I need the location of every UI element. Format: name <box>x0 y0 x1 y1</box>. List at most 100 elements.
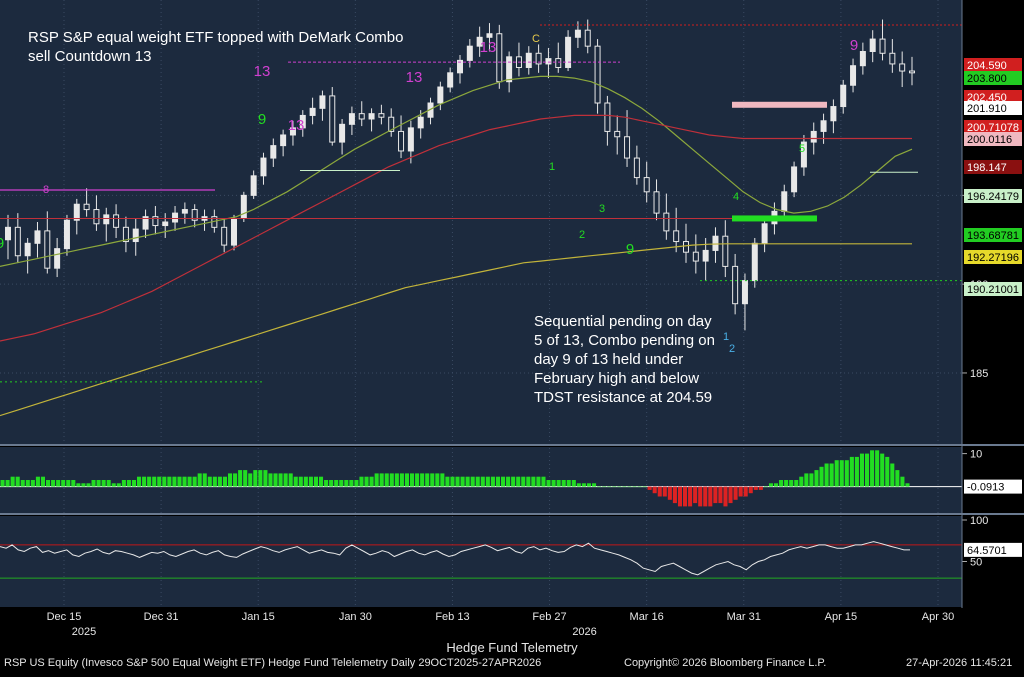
candle-body <box>14 226 21 257</box>
candle-body <box>673 230 680 243</box>
oscillator-bar <box>905 483 910 487</box>
candle-body <box>653 191 660 214</box>
oscillator-bar <box>501 476 506 487</box>
oscillator-bar <box>784 480 789 487</box>
candle-body <box>722 235 729 267</box>
oscillator-bar <box>617 486 622 488</box>
price-label-text: 190.21001 <box>967 284 1019 296</box>
oscillator-bar <box>748 486 753 494</box>
oscillator-bar <box>511 476 516 487</box>
candle-body <box>810 130 817 143</box>
oscillator-bar <box>758 486 763 490</box>
x-tick-label: Mar 31 <box>727 611 761 623</box>
oscillator-bar <box>642 486 647 488</box>
rsi-line <box>0 541 910 576</box>
oscillator-bar <box>197 473 202 487</box>
oscillator-bar <box>177 476 182 487</box>
candle-body <box>594 45 601 104</box>
oscillator-bar <box>425 473 430 487</box>
candle-body <box>280 134 287 147</box>
oscillator-bar <box>450 476 455 487</box>
price-label-text: 196.24179 <box>967 191 1019 203</box>
oscillator-bar <box>849 456 854 487</box>
oscillator-bar <box>308 476 313 487</box>
oscillator-bar <box>718 486 723 504</box>
oscillator-bar <box>895 470 900 487</box>
oscillator-bar <box>10 476 15 487</box>
price-label-text: 200.0116 <box>967 134 1012 146</box>
oscillator-bar <box>708 486 713 507</box>
green-level-bar <box>732 215 817 222</box>
footer-title: Hedge Fund Telemetry <box>446 640 578 655</box>
oscillator-bar <box>637 486 642 488</box>
oscillator-bar <box>647 486 652 490</box>
candle-body <box>663 212 670 232</box>
oscillator-bar <box>147 476 152 487</box>
moving-average-line <box>0 75 913 267</box>
oscillator-bar <box>56 480 61 487</box>
oscillator-bar <box>86 483 91 487</box>
oscillator-bar <box>233 473 238 487</box>
oscillator-bar <box>288 473 293 487</box>
oscillator-bar <box>602 486 607 488</box>
candle-body <box>44 230 51 269</box>
oscillator-bar <box>354 480 359 487</box>
candle-body <box>781 191 788 212</box>
rsi-value-box <box>964 542 1022 557</box>
rsi-tick-label: 50 <box>970 557 982 569</box>
candle-body <box>486 33 493 38</box>
oscillator-bar <box>586 483 591 487</box>
pink-level-bar <box>732 101 827 108</box>
oscillator-bar <box>571 480 576 487</box>
candle-body <box>447 72 454 88</box>
price-label-text: 203.800 <box>967 73 1007 85</box>
price-label-text: 204.590 <box>967 60 1007 72</box>
demark-count-label: 13 <box>406 69 423 86</box>
candle-body <box>289 127 296 136</box>
oscillator-bar <box>763 486 768 488</box>
candle-body <box>93 209 100 225</box>
price-label-text: 193.68781 <box>967 230 1019 242</box>
oscillator-bar <box>738 486 743 497</box>
candle-body <box>83 203 90 211</box>
oscillator-bar <box>693 486 698 504</box>
oscillator-bar <box>76 483 81 487</box>
oscillator-bar <box>516 476 521 487</box>
candle-body <box>260 157 267 177</box>
demark-count-label: C <box>532 33 540 45</box>
oscillator-bar <box>364 476 369 487</box>
oscillator-bar <box>319 476 324 487</box>
oscillator-bar <box>324 480 329 487</box>
oscillator-bar <box>703 486 708 507</box>
oscillator-bar <box>121 480 126 487</box>
oscillator-bar <box>369 476 374 487</box>
candle-body <box>879 38 886 54</box>
oscillator-bar <box>581 483 586 487</box>
oscillator-bar <box>657 486 662 497</box>
candle-body <box>407 127 414 152</box>
candle-body <box>614 130 621 138</box>
oscillator-bar <box>799 476 804 487</box>
oscillator-bar <box>768 483 773 487</box>
price-panel <box>0 0 962 444</box>
price-label-text: 200.71078 <box>967 122 1019 134</box>
oscillator-bar <box>819 466 824 487</box>
footer-security: RSP US Equity (Invesco S&P 500 Equal Wei… <box>4 657 542 669</box>
year-label: 2026 <box>572 626 596 638</box>
oscillator-bar <box>607 486 612 488</box>
oscillator-bar <box>187 476 192 487</box>
candle-body <box>221 226 228 246</box>
oscillator-bar <box>753 486 758 490</box>
oscillator-bar <box>106 480 111 487</box>
oscillator-bar <box>435 473 440 487</box>
oscillator-bar <box>521 476 526 487</box>
candle-body <box>417 116 424 129</box>
oscillator-bar <box>293 476 298 487</box>
candle-body <box>378 113 385 118</box>
oscillator-bar <box>228 473 233 487</box>
x-tick-label: Dec 15 <box>47 611 82 623</box>
candle-body <box>309 107 316 116</box>
oscillator-bar <box>15 476 20 487</box>
